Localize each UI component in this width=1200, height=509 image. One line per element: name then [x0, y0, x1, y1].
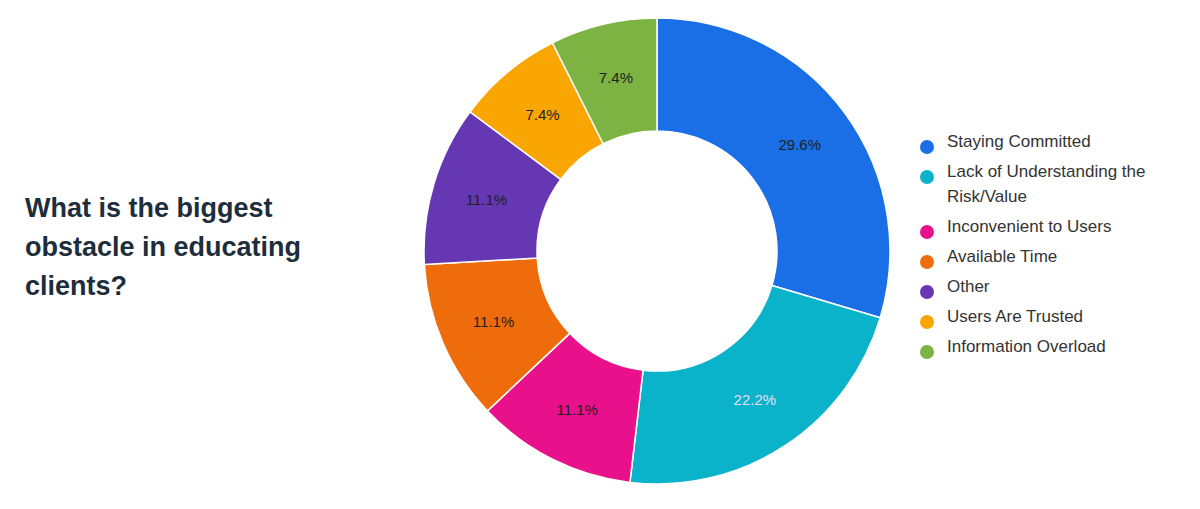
data-label: 11.1% [466, 191, 507, 208]
legend-item: Users Are Trusted [920, 307, 1083, 329]
text-line: Risk/Value [947, 187, 1027, 206]
data-label: 29.6% [779, 136, 822, 153]
legend-item: Other [920, 277, 990, 299]
text-line: What is the biggest [25, 193, 273, 223]
legend-label: Users Are Trusted [947, 307, 1083, 326]
slice [657, 18, 890, 318]
text-line: Inconvenient to Users [947, 217, 1111, 236]
slice [552, 18, 657, 144]
text-line: Information Overload [947, 337, 1106, 356]
data-label: 7.4% [599, 69, 633, 86]
legend-label: Other [947, 277, 990, 296]
pie: 29.6% 22.2% 11.1% 11.1% 11.1% 7.4% 7.4% [424, 18, 890, 484]
text-line: Lack of Understanding the [947, 162, 1145, 181]
legend-label: Available Time [947, 247, 1057, 266]
legend-item: Lack of Understanding the Risk/Value [920, 162, 1145, 206]
legend-item: Staying Committed [920, 132, 1091, 154]
slices [424, 18, 890, 484]
legend: Staying Committed Lack of Understanding t… [920, 132, 1145, 359]
data-label: 11.1% [473, 313, 514, 330]
chart-title: What is the biggest obstacle in educating… [25, 193, 301, 301]
legend-item: Information Overload [920, 337, 1106, 359]
legend-item: Available Time [920, 247, 1057, 269]
legend-swatch [920, 315, 934, 329]
legend-label: Information Overload [947, 337, 1106, 356]
data-label: 7.4% [525, 106, 559, 123]
text-line: obstacle in educating [25, 232, 301, 262]
text-line: clients? [25, 271, 127, 301]
legend-label: Staying Committed [947, 132, 1091, 151]
text-line: Other [947, 277, 990, 296]
legend-label: Inconvenient to Users [947, 217, 1111, 236]
slice [424, 258, 569, 411]
legend-swatch [920, 225, 934, 239]
text-line: Users Are Trusted [947, 307, 1083, 326]
legend-item: Inconvenient to Users [920, 217, 1111, 239]
legend-swatch [920, 140, 934, 154]
legend-swatch [920, 170, 934, 184]
legend-swatch [920, 255, 934, 269]
data-label: 11.1% [556, 401, 597, 418]
data-label: 22.2% [734, 391, 777, 408]
legend-swatch [920, 345, 934, 359]
chart: What is the biggest obstacle in educating… [0, 0, 1200, 509]
text-line: Available Time [947, 247, 1057, 266]
legend-swatch [920, 285, 934, 299]
text-line: Staying Committed [947, 132, 1091, 151]
data-labels: 29.6% 22.2% 11.1% 11.1% 11.1% 7.4% 7.4% [466, 69, 821, 418]
slice [630, 285, 880, 484]
legend-label: Lack of Understanding the Risk/Value [947, 162, 1145, 206]
